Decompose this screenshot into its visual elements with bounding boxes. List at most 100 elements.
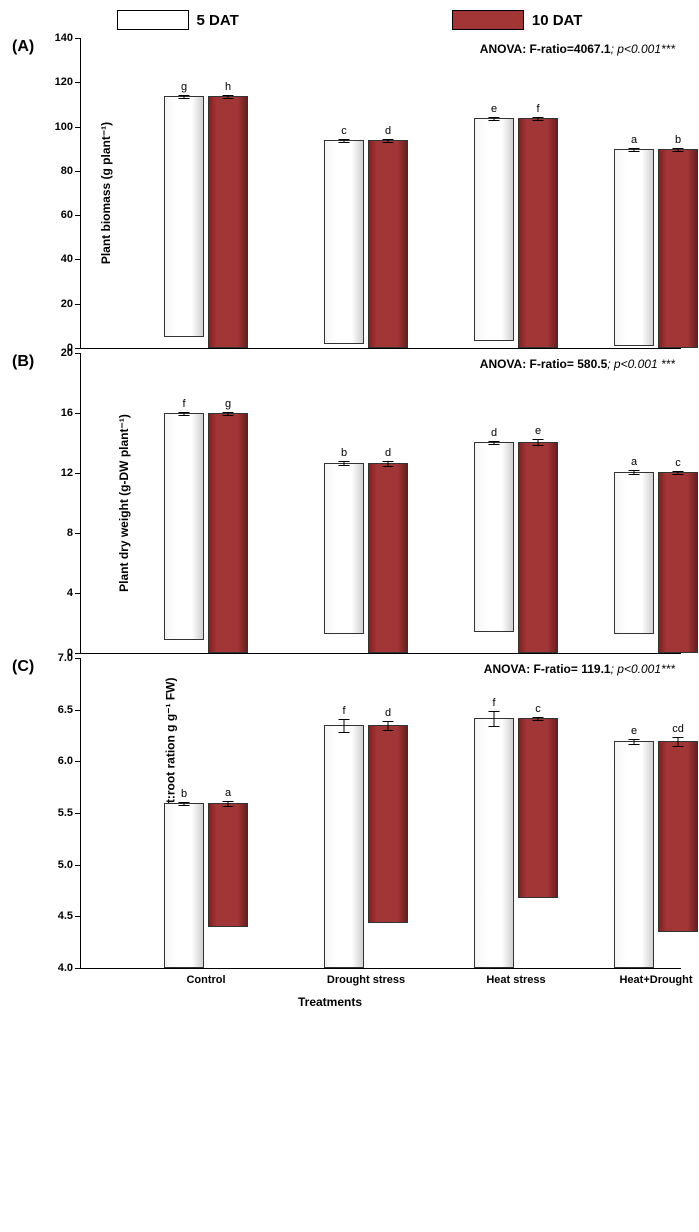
panel-label: (A) (12, 38, 34, 56)
x-tick-label: Control (186, 968, 225, 986)
y-tick-label: 20 (61, 298, 73, 310)
bar-group: fc (461, 718, 571, 968)
bar-group: de (461, 442, 571, 654)
bar-5DAT: a (614, 149, 654, 346)
anova-text: ANOVA: F-ratio= 119.1; p<0.001*** (484, 662, 675, 676)
error-bar (494, 711, 495, 728)
error-bar (634, 470, 635, 475)
legend: 5 DAT 10 DAT (10, 10, 689, 30)
bar-group: fd (311, 725, 421, 968)
bar-10DAT: c (518, 718, 558, 898)
bar-5DAT: b (324, 463, 364, 634)
y-tick-label: 80 (61, 165, 73, 177)
y-tick-label: 7.0 (58, 652, 73, 664)
bar-10DAT: d (368, 463, 408, 654)
significance-letter: a (615, 456, 653, 468)
significance-letter: e (519, 425, 557, 437)
y-tick-label: 6.5 (58, 704, 73, 716)
bar-5DAT: a (614, 472, 654, 634)
significance-letter: c (659, 457, 697, 469)
error-bar (344, 461, 345, 466)
bar-10DAT: b (658, 149, 698, 348)
y-tick-label: 16 (61, 407, 73, 419)
error-bar (184, 802, 185, 806)
x-axis-label: Treatments (30, 995, 630, 1009)
bar-group: ef (461, 118, 571, 348)
error-bar (344, 719, 345, 733)
x-tick-label: Heat+Drought (619, 968, 692, 986)
significance-letter: g (165, 81, 203, 93)
x-tick-label: Heat stress (486, 968, 545, 986)
significance-letter: d (369, 447, 407, 459)
bar-5DAT: f (164, 413, 204, 640)
error-bar (678, 471, 679, 475)
y-tick-label: 8 (67, 527, 73, 539)
plot-area: Plant biomass (g plant⁻¹)020406080100120… (80, 38, 681, 349)
y-tick-label: 140 (55, 32, 73, 44)
plot-area: Biomass allocation (shoot:root ration g … (80, 658, 681, 969)
error-bar (184, 412, 185, 417)
bar-5DAT: d (474, 442, 514, 633)
significance-letter: a (615, 134, 653, 146)
bar-group: ac (601, 472, 699, 654)
significance-letter: b (325, 447, 363, 459)
panel-B: (B)Plant dry weight (g-DW plant⁻¹)048121… (60, 353, 689, 654)
y-tick-label: 5.5 (58, 807, 73, 819)
panel-C: (C)Biomass allocation (shoot:root ration… (60, 658, 689, 969)
panel-A: (A)Plant biomass (g plant⁻¹)020406080100… (60, 38, 689, 349)
significance-letter: f (165, 398, 203, 410)
legend-swatch-10dat (452, 10, 524, 30)
bar-5DAT: b (164, 803, 204, 968)
y-axis-label: Plant biomass (g plant⁻¹) (99, 122, 113, 264)
bar-5DAT: f (474, 718, 514, 968)
y-tick-label: 60 (61, 209, 73, 221)
bar-10DAT: d (368, 725, 408, 922)
y-axis-label: Plant dry weight (g-DW plant⁻¹) (117, 414, 131, 592)
significance-letter: d (369, 707, 407, 719)
bar-group: ecd (601, 741, 699, 968)
error-bar (228, 412, 229, 416)
x-tick-label: Drought stress (327, 968, 405, 986)
significance-letter: c (325, 125, 363, 137)
y-tick-label: 6.0 (58, 755, 73, 767)
error-bar (388, 139, 389, 143)
significance-letter: d (369, 125, 407, 137)
bar-5DAT: e (474, 118, 514, 342)
bar-10DAT: f (518, 118, 558, 348)
error-bar (678, 148, 679, 152)
y-tick-label: 4 (67, 587, 73, 599)
significance-letter: g (209, 398, 247, 410)
y-tick-label: 12 (61, 467, 73, 479)
error-bar (388, 721, 389, 731)
significance-letter: b (165, 788, 203, 800)
y-tick-label: 100 (55, 121, 73, 133)
error-bar (228, 801, 229, 807)
significance-letter: c (519, 703, 557, 715)
bar-group: bd (311, 463, 421, 654)
error-bar (634, 148, 635, 152)
panel-label: (C) (12, 658, 34, 676)
bar-10DAT: cd (658, 741, 698, 932)
bar-5DAT: e (614, 741, 654, 968)
significance-letter: b (659, 134, 697, 146)
significance-letter: e (475, 103, 513, 115)
error-bar (678, 737, 679, 747)
y-tick-label: 120 (55, 76, 73, 88)
bar-10DAT: g (208, 413, 248, 653)
error-bar (634, 739, 635, 745)
error-bar (538, 117, 539, 121)
bar-5DAT: c (324, 140, 364, 344)
legend-label-10dat: 10 DAT (532, 12, 583, 29)
bar-10DAT: h (208, 96, 248, 348)
significance-letter: a (209, 787, 247, 799)
error-bar (494, 441, 495, 445)
plot-area: Plant dry weight (g-DW plant⁻¹)048121620… (80, 353, 681, 654)
bar-10DAT: c (658, 472, 698, 654)
bar-group: fg (151, 413, 261, 653)
legend-label-5dat: 5 DAT (197, 12, 239, 29)
panel-label: (B) (12, 353, 34, 371)
bar-group: cd (311, 140, 421, 348)
legend-item-5dat: 5 DAT (117, 10, 239, 30)
legend-swatch-5dat (117, 10, 189, 30)
significance-letter: e (615, 725, 653, 737)
